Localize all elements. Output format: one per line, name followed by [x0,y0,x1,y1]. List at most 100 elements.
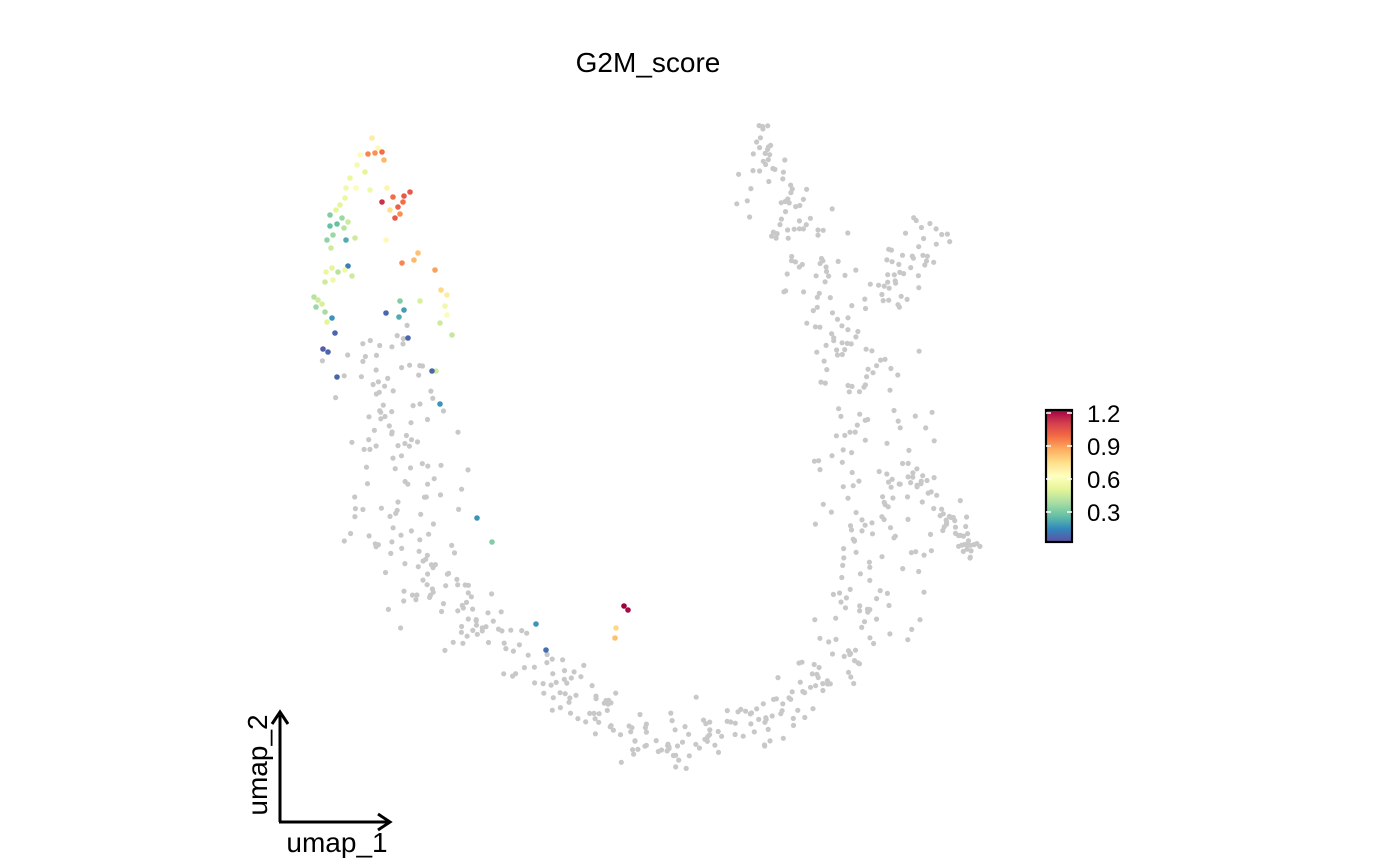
chart-title: G2M_score [576,47,721,78]
background-cell-point [382,569,389,576]
background-cell-point [851,680,857,687]
background-cell-point [897,269,903,275]
background-cell-point [341,373,347,379]
background-cell-point [856,661,863,667]
background-cell-point [707,727,713,733]
background-cell-point [583,719,589,725]
background-cell-point [479,628,485,634]
background-cell-point [947,239,953,245]
background-cell-point [799,261,805,268]
background-cell-point [923,425,929,431]
background-cell-point [899,252,906,258]
background-cell-point [939,506,945,512]
background-cell-point [606,697,612,704]
background-cell-point [414,592,420,598]
background-cell-point [419,461,425,467]
background-cell-point [575,716,581,722]
scored-cell-point [315,297,321,303]
background-cell-point [465,467,471,473]
background-cell-point [440,601,447,607]
scored-cell-point [417,298,423,304]
background-cell-point [816,664,822,671]
background-cell-point [822,279,828,285]
background-cell-point [399,545,405,552]
background-cell-point [886,602,892,609]
background-cell-point [820,501,826,507]
background-cell-point [370,381,376,388]
scored-cell-point [392,215,398,221]
background-cell-point [618,759,624,765]
background-cell-point [410,403,416,409]
background-cell-point [829,206,835,212]
background-cell-point [952,524,959,530]
background-cell-point [541,690,547,696]
background-cell-point [465,616,471,622]
scored-cell-point [330,277,336,283]
background-cell-point [796,218,803,224]
background-cell-point [768,142,774,148]
background-cell-point [632,738,638,744]
background-cell-point [820,681,826,687]
background-cell-point [812,617,818,623]
background-cell-point [525,652,531,658]
background-cell-point [841,555,847,561]
background-cell-point [562,691,568,697]
background-cell-point [592,716,598,722]
background-cell-point [965,531,971,537]
background-cell-point [780,169,787,175]
background-cell-point [822,380,828,386]
background-cell-point [888,365,894,372]
background-cell-point [425,571,431,577]
background-cell-point [372,541,378,547]
background-cell-point [914,466,920,472]
scored-cell-point [327,223,333,229]
background-cell-point [740,733,746,739]
background-cell-point [489,591,495,597]
background-cell-point [865,416,871,423]
background-cell-point [439,608,445,615]
background-cell-point [404,322,410,328]
background-cell-point [863,346,869,352]
background-cell-point [811,661,817,668]
background-cell-point [817,467,823,473]
background-cell-point [567,710,574,716]
background-cell-point [333,395,339,401]
background-cell-point [965,538,972,544]
scored-cell-point [333,207,339,213]
background-cell-point [781,289,787,295]
background-cell-point [786,695,792,701]
background-cell-point [501,640,507,646]
background-cell-point [389,539,395,545]
background-cell-point [635,746,641,752]
background-cell-point [910,474,916,480]
background-cell-point [756,716,762,723]
background-cell-point [360,506,366,513]
background-cell-point [464,633,470,639]
background-cell-point [845,669,852,675]
background-cell-point [782,198,788,205]
background-cell-point [754,706,760,712]
background-cell-point [796,226,803,232]
background-cell-point [845,230,851,236]
background-cell-point [900,460,906,467]
background-cell-point [839,459,845,465]
background-cell-point [458,629,464,635]
background-cell-point [939,231,945,238]
background-cell-point [428,388,434,394]
scored-cell-point [345,219,351,225]
scored-cell-point [442,303,448,309]
scored-cell-point [372,150,378,156]
background-cell-point [810,308,816,314]
background-cell-point [916,568,922,575]
background-cell-point [852,647,859,653]
background-cell-point [823,264,829,270]
scored-cell-point [322,309,328,315]
background-cell-point [869,531,876,537]
background-cell-point [540,681,546,687]
background-cell-point [853,549,859,555]
background-cell-point [851,658,858,664]
background-cell-point [909,626,915,633]
background-cell-point [922,262,928,268]
background-cell-point [754,139,760,145]
background-cell-point [440,408,447,414]
